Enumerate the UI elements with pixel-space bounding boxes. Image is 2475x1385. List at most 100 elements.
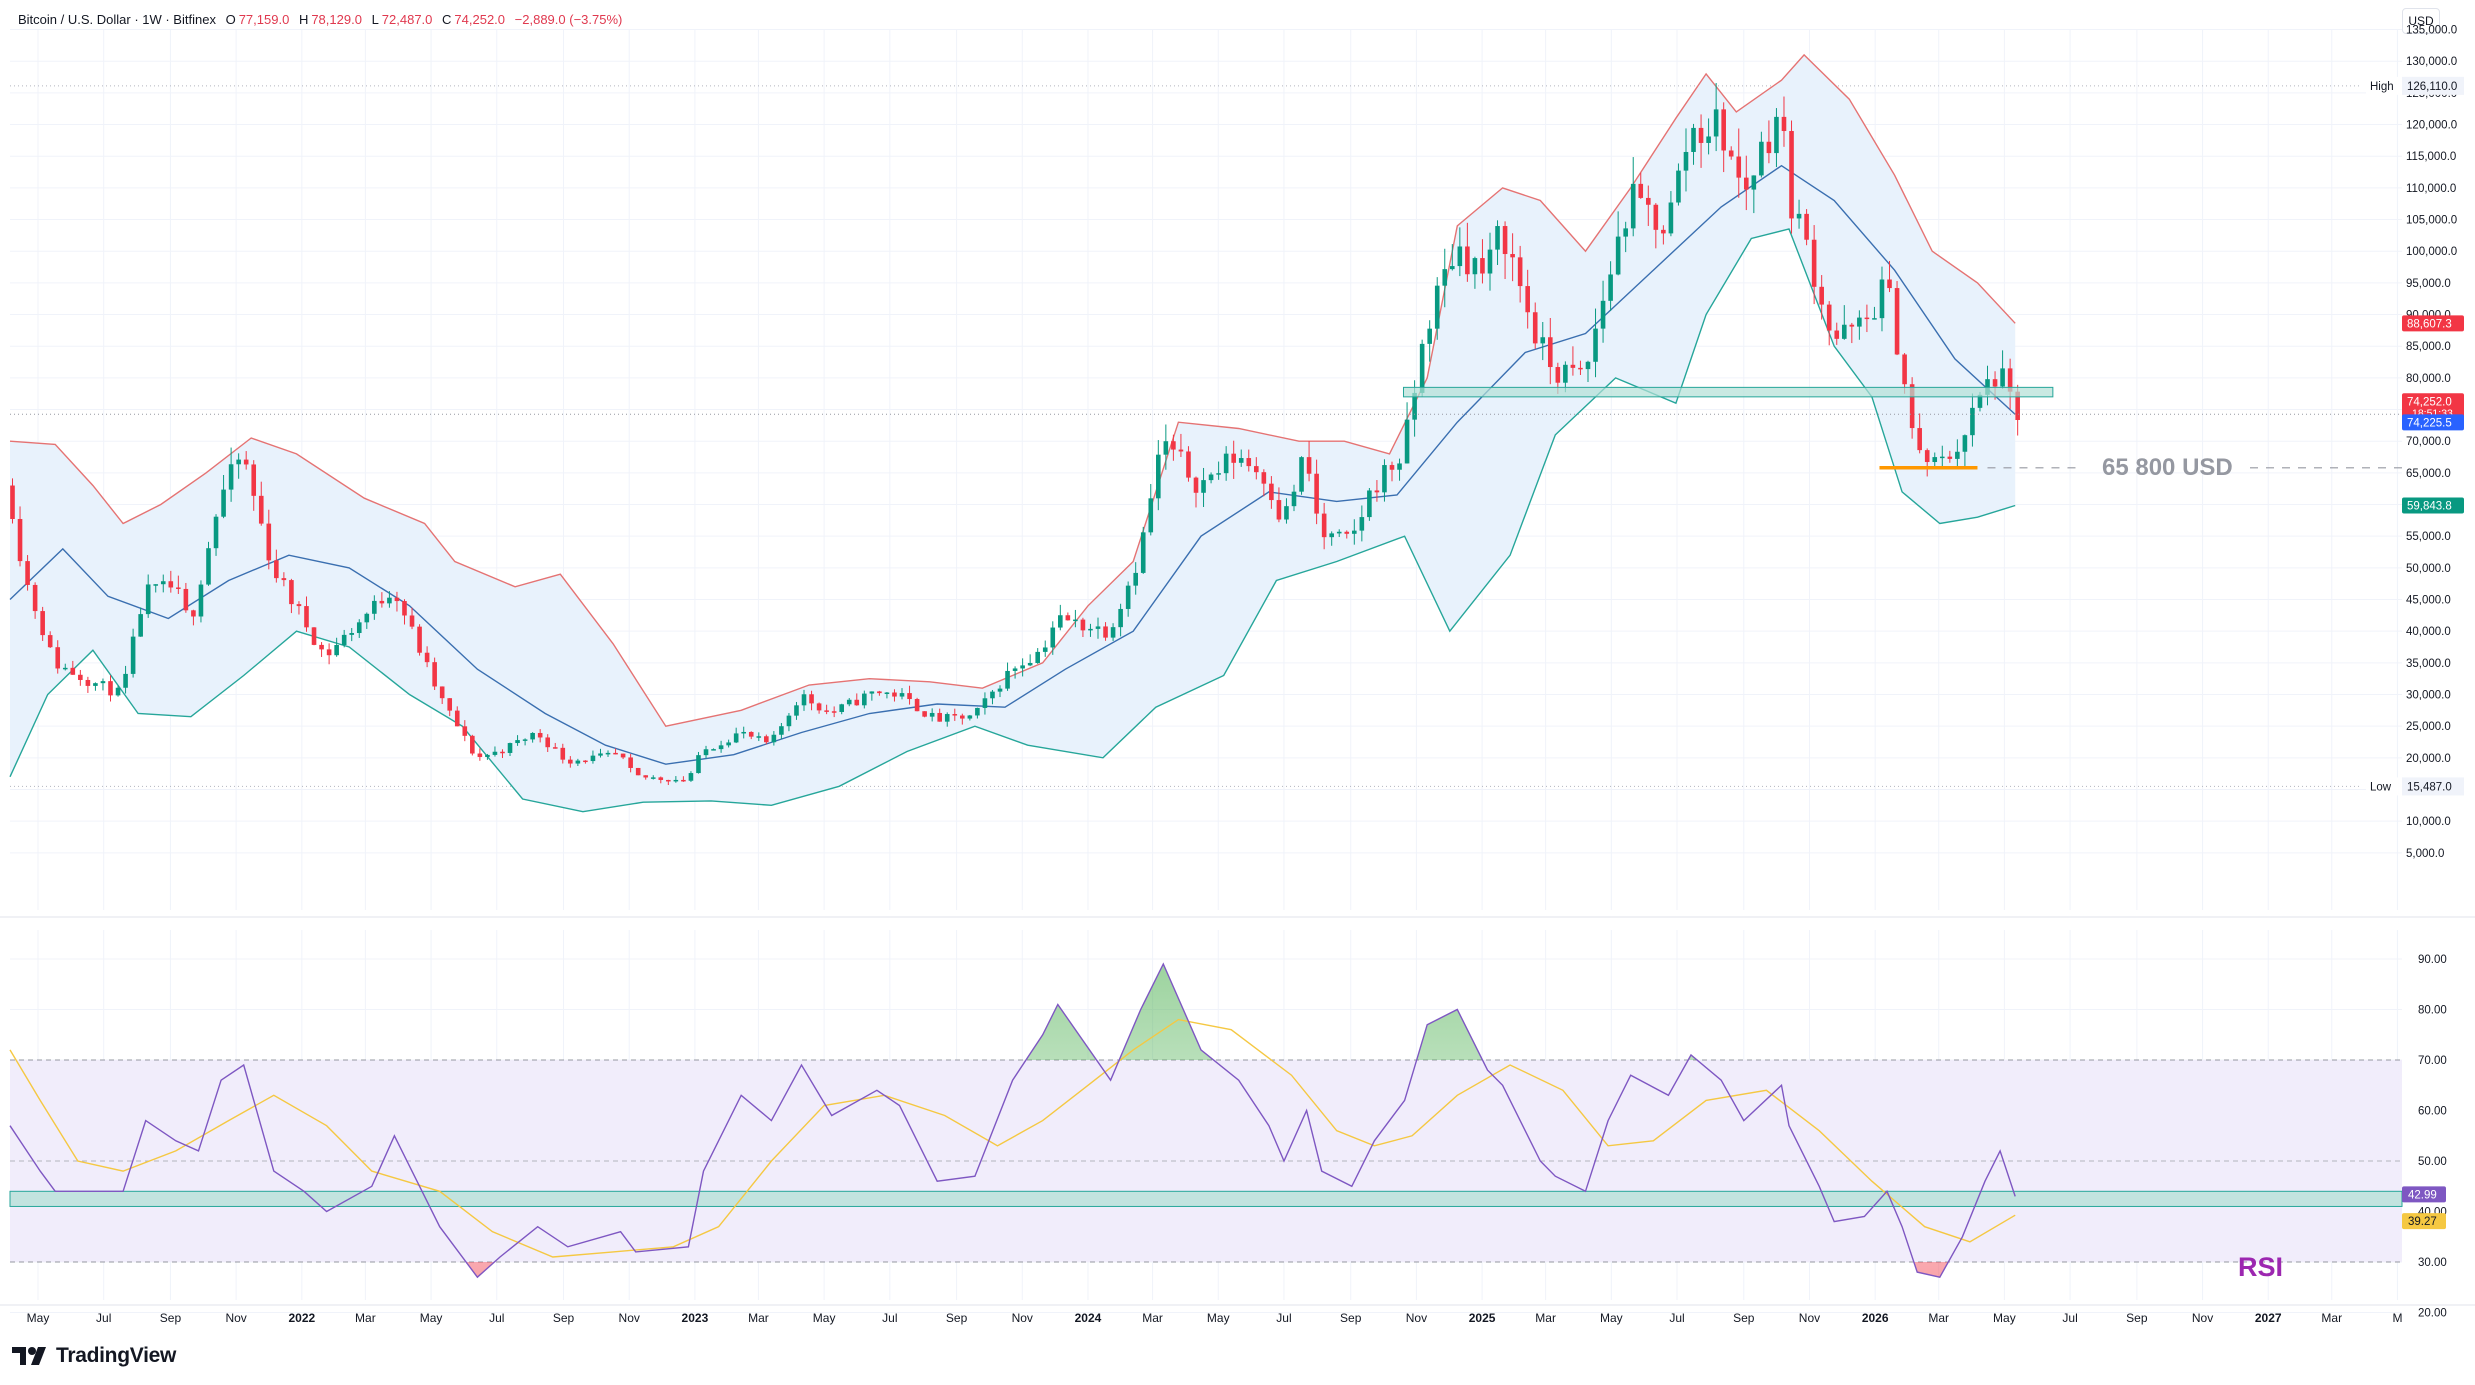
- tradingview-logo[interactable]: TradingView: [12, 1344, 176, 1368]
- time-axis-label: Nov: [1799, 1311, 1820, 1325]
- candle: [1125, 581, 1131, 617]
- candle: [1465, 222, 1470, 282]
- candle: [447, 698, 453, 717]
- candle-body: [801, 694, 807, 706]
- candle: [1374, 480, 1380, 502]
- candle-body: [1163, 441, 1169, 455]
- candle: [1216, 461, 1221, 480]
- candle-body: [1924, 450, 1930, 463]
- candle-body: [1125, 585, 1131, 609]
- candle: [296, 601, 302, 615]
- candle-body: [590, 755, 596, 762]
- candle-body: [537, 732, 543, 738]
- price-axis-label: 85,000.0: [2406, 341, 2451, 353]
- candle: [1502, 221, 1508, 280]
- price-label-bg: [2402, 393, 2464, 420]
- rsi-value-label: 42.99: [2408, 1189, 2437, 1201]
- candle: [1887, 260, 1892, 293]
- candle-body: [1819, 286, 1824, 305]
- candle: [258, 481, 264, 526]
- candle: [545, 734, 551, 752]
- candle: [1683, 128, 1689, 192]
- candle: [319, 642, 324, 657]
- candle-body: [1397, 463, 1402, 470]
- candle-body: [1796, 213, 1802, 219]
- candle: [816, 702, 822, 714]
- candle-body: [1223, 453, 1229, 474]
- time-axis-label: Jul: [489, 1311, 504, 1325]
- candle-body: [1962, 435, 1968, 452]
- candle: [236, 453, 241, 479]
- candle: [831, 706, 837, 718]
- candle-body: [831, 711, 837, 713]
- candle-body: [1955, 451, 1960, 459]
- candle: [439, 686, 445, 705]
- candle-body: [650, 777, 656, 779]
- candle: [1238, 449, 1244, 467]
- tradingview-wordmark: TradingView: [56, 1344, 177, 1367]
- candle-body: [1080, 619, 1086, 631]
- candle: [402, 599, 407, 625]
- candle: [922, 711, 927, 718]
- price-label: 59,843.8: [2407, 501, 2452, 513]
- candle: [1510, 233, 1515, 282]
- candle: [281, 572, 287, 587]
- candle-body: [311, 627, 317, 645]
- candle-body: [1231, 453, 1236, 463]
- candle-body: [1329, 533, 1334, 538]
- time-axis-label: Mar: [748, 1311, 769, 1325]
- price-axis-label: 70,000.0: [2406, 436, 2451, 448]
- candle-body: [560, 747, 566, 760]
- candle-body: [1811, 239, 1817, 287]
- candle: [1314, 459, 1319, 525]
- candle-body: [289, 580, 294, 605]
- candle-body: [1465, 246, 1470, 275]
- candle-body: [17, 518, 23, 562]
- candle-body: [1570, 364, 1576, 368]
- low-value: 72,487.0: [381, 12, 433, 27]
- candle-body: [658, 777, 664, 780]
- candle-body: [816, 703, 822, 711]
- currency-button[interactable]: USD: [2402, 8, 2440, 34]
- candle-body: [1156, 454, 1161, 499]
- candle-body: [1412, 392, 1417, 420]
- candle-body: [1374, 490, 1380, 493]
- candle-body: [1035, 651, 1040, 663]
- candle-body: [1653, 204, 1659, 230]
- resistance-zone: [1402, 386, 2054, 398]
- candle: [1110, 623, 1116, 641]
- candle-body: [274, 560, 279, 579]
- rsi-zone: [9, 1190, 2403, 1207]
- candle-body: [575, 760, 581, 764]
- candle: [1027, 654, 1033, 667]
- candle-body: [952, 714, 958, 716]
- candle-body: [1736, 156, 1742, 178]
- tradingview-logo-icon: [12, 1347, 46, 1365]
- candle: [1781, 96, 1787, 147]
- low-marker-value-bg: [2402, 777, 2464, 796]
- candle: [929, 708, 935, 722]
- candle-body: [1284, 506, 1289, 520]
- candle-body: [1532, 312, 1538, 344]
- candle: [85, 676, 91, 693]
- time-axis-label: Sep: [2126, 1311, 2148, 1325]
- candle-body: [846, 699, 852, 705]
- candle: [1894, 281, 1900, 356]
- candle-body: [809, 694, 814, 704]
- candle: [1163, 424, 1169, 470]
- candle-body: [409, 615, 415, 627]
- candle-body: [824, 710, 829, 712]
- candle: [764, 734, 769, 745]
- candle: [1201, 467, 1206, 508]
- candle: [914, 697, 920, 712]
- candle: [1261, 469, 1267, 497]
- candle: [1480, 239, 1485, 284]
- candle: [25, 555, 30, 591]
- candle-body: [500, 751, 505, 754]
- candle-body: [1630, 183, 1636, 229]
- candle-body: [1012, 668, 1018, 671]
- support-price-annotation: 65 800 USD: [2102, 453, 2233, 481]
- candle-body: [1238, 458, 1244, 463]
- candle-body: [643, 775, 649, 778]
